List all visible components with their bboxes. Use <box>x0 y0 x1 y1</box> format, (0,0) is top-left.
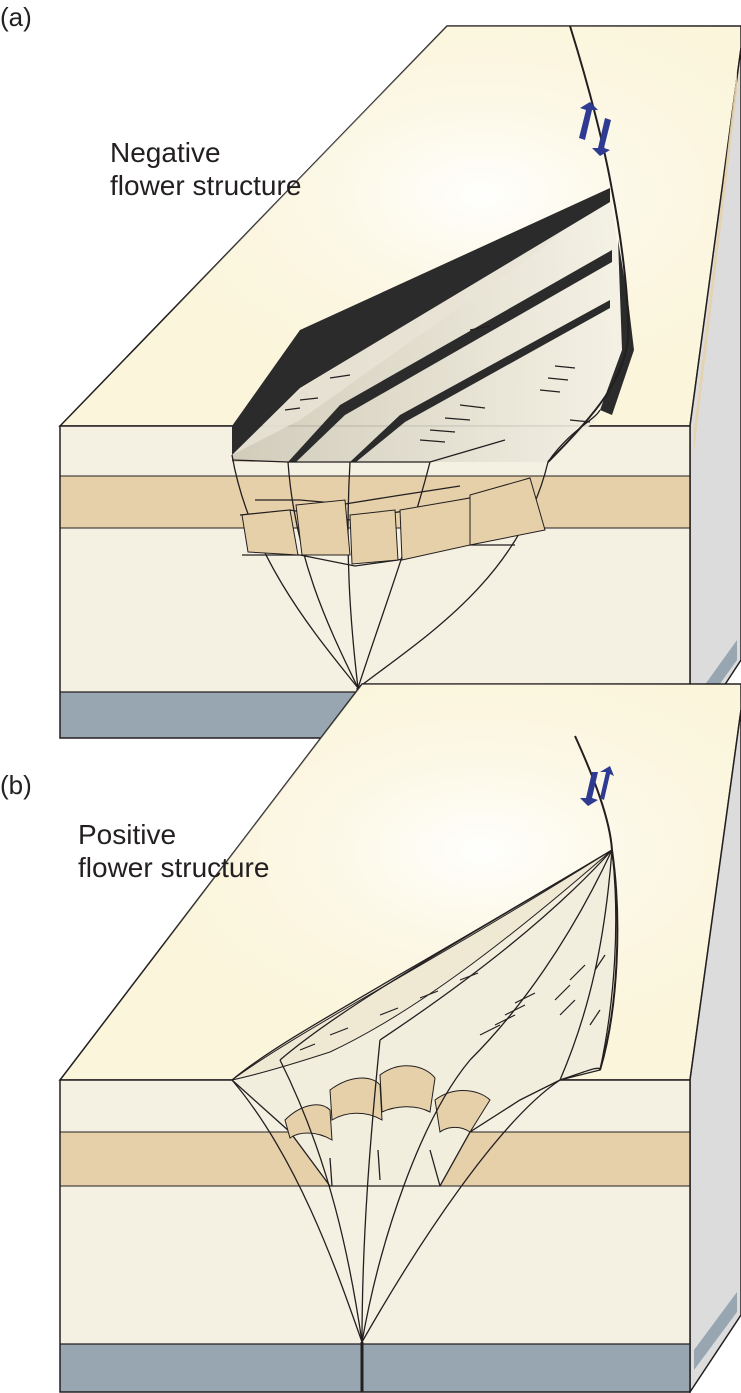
title-line-1: Negative <box>110 137 221 168</box>
panel-label: (a) <box>0 2 32 32</box>
lower-pale-layer <box>60 1186 690 1344</box>
title-line-2: flower structure <box>78 852 270 884</box>
panel-title: Positive flower structure <box>78 818 269 884</box>
dark-band-1 <box>232 188 610 455</box>
panel-title: Negative flower structure <box>110 136 301 202</box>
panel-positive-flower: (b) Positive flower structure <box>0 680 741 1393</box>
shear-sense-arrows <box>580 766 614 806</box>
panel-label: (b) <box>0 770 32 800</box>
dark-band-2 <box>288 250 612 462</box>
main-fault <box>547 25 630 463</box>
hachures <box>299 954 606 1051</box>
dark-band-3 <box>350 300 610 462</box>
basement-layer <box>60 1344 690 1392</box>
title-line-1: Positive <box>78 819 177 850</box>
panel-negative-flower: (a) Negative flower structure <box>0 2 741 740</box>
fault-strands <box>231 849 613 1343</box>
dark-band-4 <box>600 240 634 415</box>
title-line-2: flower structure <box>110 170 302 202</box>
positive-flower-block-diagram <box>58 683 741 1393</box>
negative-flower-block-diagram <box>58 25 741 740</box>
shear-sense-arrows <box>579 102 611 156</box>
hachures <box>284 325 591 443</box>
